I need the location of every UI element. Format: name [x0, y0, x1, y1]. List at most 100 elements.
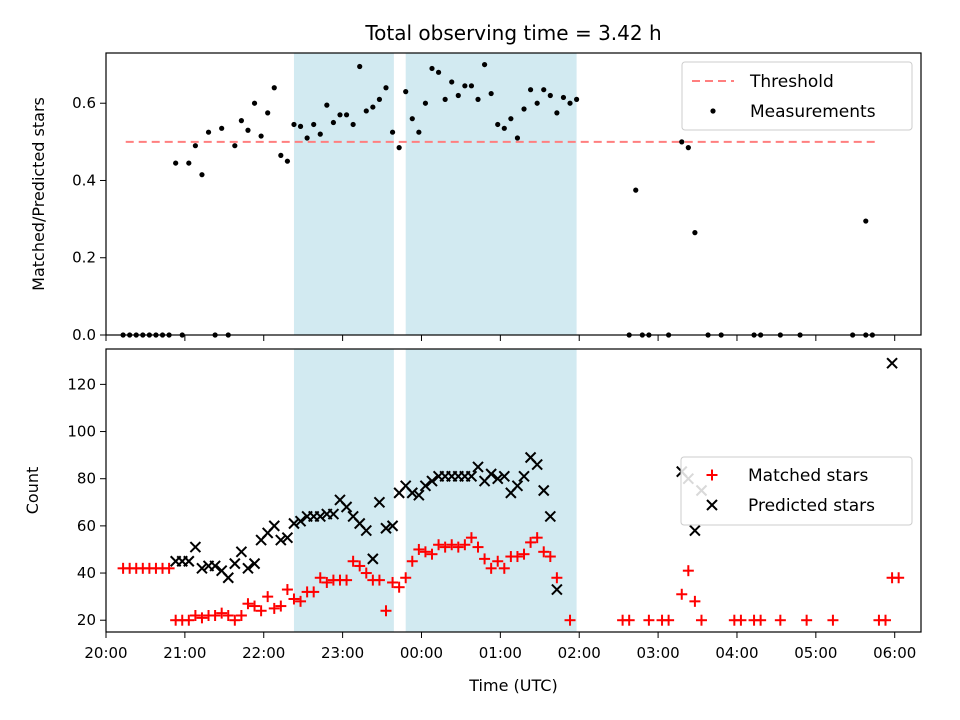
measurement-point: [567, 100, 573, 106]
matched-star-point: [663, 614, 675, 626]
matched-star-point: [446, 539, 458, 551]
measurement-point: [291, 121, 297, 128]
measurement-point: [343, 112, 350, 118]
matched-star-point: [525, 536, 537, 548]
matched-star-point: [341, 574, 353, 586]
measurement-point: [514, 135, 521, 141]
top-legend-box: [681, 61, 913, 131]
predicted-star-point: [426, 475, 438, 487]
matched-star-point: [426, 548, 438, 560]
measurement-point: [238, 118, 244, 124]
y-tick-label: 100: [67, 423, 96, 441]
legend-matched-swatch: [706, 469, 718, 481]
measurement-point: [357, 63, 363, 70]
measurements-points: [120, 61, 875, 338]
matched-star-point: [295, 595, 307, 607]
shaded-interval-1: [293, 53, 394, 335]
measurement-point: [186, 160, 192, 166]
predicted-star-point: [406, 487, 418, 499]
predicted-star-point: [281, 531, 294, 544]
top-legend: Threshold Measurements: [681, 61, 913, 131]
predicted-star-point: [498, 470, 511, 483]
measurement-point: [232, 143, 238, 149]
measurement-point: [541, 87, 547, 93]
bottom-legend: Matched stars Predicted stars: [680, 456, 913, 526]
measurement-point: [278, 152, 284, 158]
matched-star-point: [242, 598, 254, 610]
x-tick-label: 03:00: [636, 644, 679, 662]
matched-star-point: [643, 614, 655, 626]
matched-star-point: [387, 576, 399, 588]
measurement-point: [192, 143, 198, 149]
matched-star-point: [544, 551, 556, 563]
matched-star-point: [492, 555, 504, 567]
count-panel: 20 40 60 80 100 120 20:00 21:00 22:00 23:00 00:00…: [23, 348, 922, 695]
measurement-point: [284, 158, 291, 164]
legend-cross-marker: [706, 499, 718, 511]
matched-star-point: [275, 600, 287, 612]
predicted-star-point: [367, 553, 379, 565]
x-tick-label: 06:00: [873, 644, 916, 662]
matched-star-point: [485, 562, 497, 574]
matched-star-point: [774, 614, 786, 626]
matched-star-point: [676, 588, 688, 600]
matched-star-point: [262, 591, 274, 603]
measurement-point: [389, 129, 396, 135]
matched-star-point: [459, 539, 471, 551]
measurement-point: [330, 119, 337, 126]
measurement-point: [679, 139, 685, 145]
predicted-star-point: [373, 496, 386, 508]
measurement-point: [488, 90, 494, 97]
top-title: Total observing time = 3.42 h: [364, 21, 661, 45]
measurement-point: [534, 100, 540, 106]
measurement-point: [554, 110, 560, 116]
measurement-point: [199, 172, 205, 178]
x-tick-label: 23:00: [321, 644, 364, 662]
matched-star-point: [433, 539, 445, 551]
x-tick-label: 00:00: [400, 644, 443, 662]
measurement-point: [311, 121, 317, 128]
measurement-point: [633, 187, 639, 193]
matched-star-point: [827, 614, 839, 626]
measurement-point: [173, 160, 179, 166]
matched-star-point: [419, 546, 431, 558]
matched-star-point: [623, 614, 635, 626]
shaded-interval-2: [405, 349, 577, 632]
predicted-star-point: [327, 508, 340, 520]
measurement-point: [547, 92, 553, 99]
legend-measurements-swatch: [710, 108, 716, 114]
y-tick-label: 120: [67, 375, 96, 393]
matched-star-point: [216, 607, 228, 619]
measurement-point: [376, 96, 383, 102]
matched-star-point: [893, 572, 905, 584]
matched-star-point: [163, 562, 175, 574]
predicted-star-point: [294, 515, 307, 527]
predicted-star-point: [485, 468, 497, 480]
matched-star-point: [189, 609, 201, 621]
measurement-point: [521, 106, 527, 112]
shaded-interval-2: [405, 53, 577, 335]
matched-star-point: [255, 605, 267, 617]
predicted-star-point: [531, 458, 543, 471]
predicted-star-point: [340, 501, 353, 513]
bottom-shaded-intervals: [293, 349, 577, 632]
predicted-star-point: [235, 546, 248, 558]
matched-star-point: [472, 541, 484, 553]
matched-stars-points: [117, 532, 905, 626]
matched-star-point: [288, 593, 300, 605]
predicted-star-point: [689, 524, 701, 537]
predicted-star-point: [380, 522, 392, 534]
y-tick-label: 40: [77, 564, 96, 582]
measurement-point: [205, 129, 212, 135]
matched-star-point: [538, 546, 550, 558]
matched-star-point: [439, 541, 451, 553]
predicted-star-point: [413, 489, 425, 501]
measurement-point: [416, 129, 422, 135]
matched-star-point: [413, 543, 425, 555]
matched-star-point: [689, 595, 701, 607]
measurement-point: [396, 145, 402, 151]
predicted-star-point: [229, 557, 241, 570]
measurement-point: [422, 100, 429, 106]
shaded-interval-1: [293, 349, 394, 632]
x-tick-label: 20:00: [84, 644, 127, 662]
